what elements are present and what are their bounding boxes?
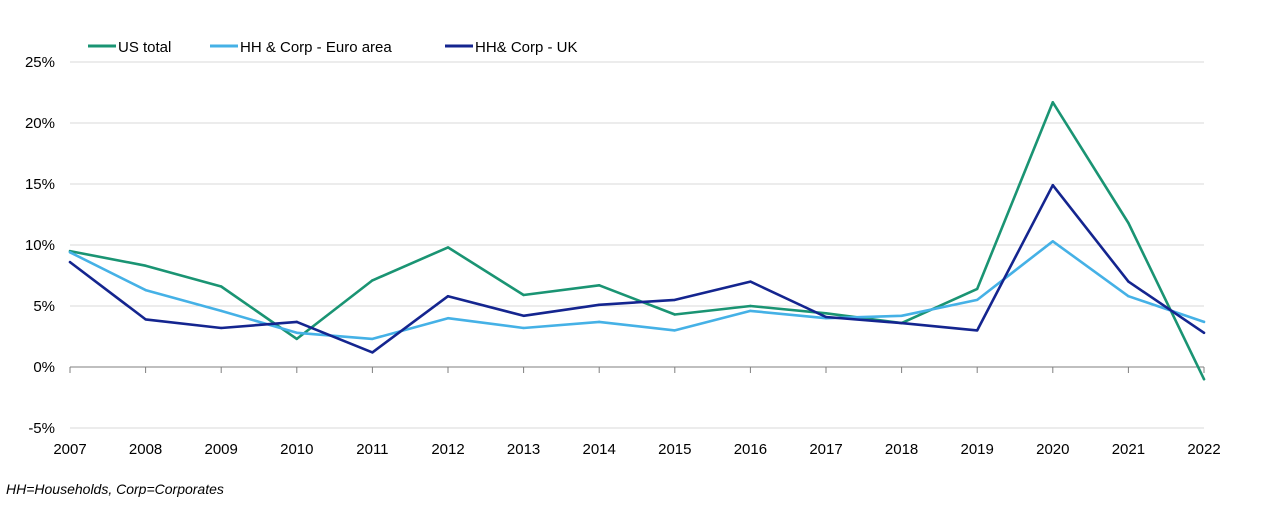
legend-item: US total	[88, 39, 171, 56]
x-tick-label: 2019	[961, 441, 994, 458]
legend-label: HH& Corp - UK	[475, 39, 578, 56]
x-tick-label: 2020	[1036, 441, 1069, 458]
gridlines	[70, 61, 1204, 429]
x-tick-label: 2009	[205, 441, 238, 458]
x-tick-label: 2011	[356, 441, 388, 458]
data-point	[220, 285, 223, 288]
x-tick-label: 2018	[885, 441, 918, 458]
y-tick-label: 5%	[33, 298, 55, 315]
chart-footnote: HH=Households, Corp=Corporates	[6, 481, 224, 497]
data-point	[824, 315, 828, 319]
data-point	[446, 246, 450, 249]
legend-label: US total	[118, 39, 171, 56]
data-point	[598, 284, 601, 287]
data-point	[900, 321, 903, 325]
data-point	[976, 287, 979, 291]
data-point	[446, 295, 450, 298]
data-point	[673, 298, 676, 302]
data-point	[371, 279, 374, 282]
data-point	[295, 337, 298, 341]
data-point	[976, 298, 979, 302]
x-axis	[69, 366, 1205, 373]
data-point	[598, 320, 601, 324]
y-tick-label: 15%	[25, 176, 55, 193]
data-point	[522, 326, 525, 330]
y-tick-label: -5%	[28, 420, 55, 437]
x-tick-label: 2007	[53, 441, 86, 458]
y-tick-label: 10%	[25, 237, 55, 254]
data-point	[144, 318, 147, 321]
x-tick-label: 2016	[734, 441, 767, 458]
data-point	[1051, 101, 1055, 104]
data-point	[295, 320, 298, 324]
data-point	[522, 293, 525, 297]
x-axis-labels: 2007 2008 2009 2010 2011 2012 2013 2014 2015 2016…	[53, 441, 1220, 458]
data-point	[1127, 221, 1130, 225]
y-axis-labels: -5% 0% 5% 10% 15% 20% 25%	[25, 54, 55, 437]
chart-legend: US total HH & Corp - Euro area HH& Corp - …	[88, 39, 578, 56]
data-point	[1051, 184, 1055, 187]
series-line	[68, 183, 1206, 354]
data-point	[371, 337, 374, 341]
data-point	[68, 251, 72, 254]
legend-label: HH & Corp - Euro area	[240, 39, 392, 56]
x-tick-label: 2008	[129, 441, 162, 458]
x-tick-label: 2010	[280, 441, 313, 458]
data-point	[749, 309, 752, 313]
series-lines	[68, 101, 1206, 381]
data-point	[976, 329, 979, 332]
data-point	[749, 280, 752, 283]
series-line	[68, 101, 1206, 381]
x-tick-label: 2013	[507, 441, 540, 458]
y-tick-label: 0%	[33, 359, 55, 376]
data-point	[900, 314, 903, 317]
x-tick-label: 2017	[809, 441, 842, 458]
legend-item: HH& Corp - UK	[445, 39, 578, 56]
data-point	[1127, 280, 1130, 283]
y-tick-label: 20%	[25, 115, 55, 132]
data-point	[144, 264, 147, 267]
data-point	[824, 312, 828, 315]
series-0	[68, 101, 1206, 381]
data-point	[144, 288, 147, 292]
data-point	[295, 331, 298, 335]
x-tick-label: 2014	[583, 441, 616, 458]
x-tick-label: 2021	[1112, 441, 1145, 458]
x-tick-label: 2015	[658, 441, 691, 458]
data-point	[371, 351, 374, 354]
data-point	[68, 260, 72, 264]
x-tick-label: 2022	[1187, 441, 1220, 458]
data-point	[220, 326, 223, 330]
x-tick-label: 2012	[431, 441, 464, 458]
data-point	[1202, 331, 1206, 335]
legend-item: HH & Corp - Euro area	[210, 39, 392, 56]
data-point	[1202, 320, 1206, 324]
data-point	[749, 304, 752, 308]
series-line	[68, 240, 1206, 341]
data-point	[1202, 378, 1206, 381]
data-point	[220, 309, 223, 313]
data-point	[446, 317, 450, 320]
data-point	[598, 303, 601, 306]
y-tick-label: 25%	[25, 54, 55, 71]
data-point	[1051, 240, 1055, 243]
data-point	[673, 329, 676, 332]
series-1	[68, 240, 1206, 341]
data-point	[673, 313, 676, 316]
series-2	[68, 183, 1206, 354]
data-point	[522, 314, 525, 317]
data-point	[1127, 295, 1130, 298]
